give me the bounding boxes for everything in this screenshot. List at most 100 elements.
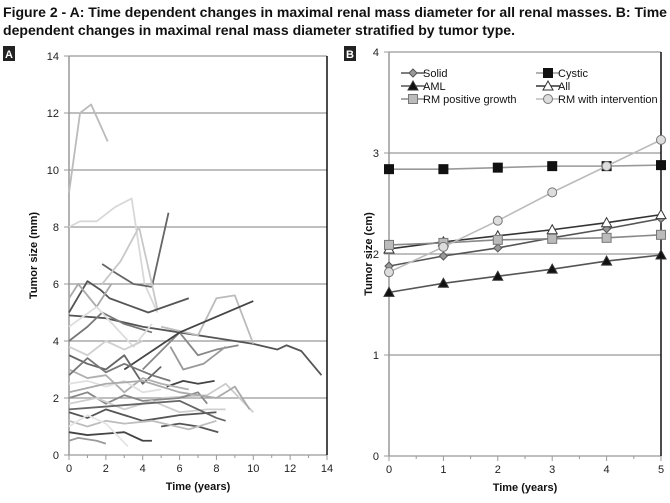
data-point (547, 233, 558, 244)
x-tick-label: 2 (103, 463, 109, 475)
data-point (438, 251, 449, 261)
data-point (600, 255, 613, 266)
panel-letter: A (5, 49, 13, 61)
data-point (492, 234, 503, 245)
x-axis-label: Time (years) (166, 481, 231, 493)
legend-marker (407, 79, 419, 91)
data-point (547, 187, 558, 198)
data-point (547, 161, 558, 172)
series-line-29 (68, 379, 251, 410)
series-line-26 (68, 357, 171, 382)
legend-label: Cystic (558, 68, 588, 80)
data-point (492, 215, 503, 226)
data-point (546, 223, 559, 235)
data-point (384, 164, 394, 175)
panel-a: A 0 2 4 6 8 10 12 14 0 2 4 6 8 10 12 14 Time (years) Tumor… (3, 46, 333, 493)
data-point (655, 248, 667, 260)
series-line-solid (388, 217, 662, 267)
legend-label: RM positive growth (423, 94, 517, 106)
data-point (438, 164, 449, 175)
y-axis-label: Tumor size (cm) (363, 212, 375, 296)
data-point (437, 277, 450, 288)
legend-item: All (536, 79, 570, 93)
series-line-15 (68, 305, 153, 348)
series-line-8 (123, 300, 254, 371)
y-tick-label: 2 (53, 393, 59, 405)
legend-label: AML (423, 81, 446, 93)
series-line-0 (68, 103, 109, 193)
x-tick-label: 0 (66, 463, 72, 475)
data-point (438, 241, 449, 252)
legend-label: Solid (423, 68, 447, 80)
series-line-9 (169, 345, 227, 371)
legend-item: AML (401, 79, 446, 93)
y-tick-label: 0 (373, 451, 379, 463)
x-tick-label: 6 (177, 463, 183, 475)
y-tick-label: 2 (373, 249, 379, 261)
series-line-13 (68, 283, 113, 308)
figure-title-line2: dependent changes in maximal renal mass … (3, 22, 515, 38)
series-line-7 (160, 294, 255, 345)
series-line-27 (68, 340, 144, 357)
series-line-22 (68, 419, 217, 431)
series-line-3 (101, 226, 159, 310)
legend-item: RM positive growth (401, 94, 517, 106)
series-line-17 (68, 368, 189, 394)
data-point (383, 286, 395, 297)
legend-item: RM with intervention (536, 94, 658, 106)
x-tick-label: 1 (440, 464, 446, 476)
data-point (384, 267, 394, 278)
legend-label: RM with intervention (558, 94, 658, 106)
series-line-24 (68, 436, 107, 445)
y-tick-label: 4 (53, 336, 59, 348)
y-tick-label: 1 (373, 350, 379, 362)
data-point (656, 160, 666, 171)
data-point (655, 208, 667, 220)
data-point (601, 232, 612, 243)
y-axis-label: Tumor size (mm) (28, 212, 40, 300)
y-tick-label: 12 (47, 108, 59, 120)
series-line-rm-positive-growth (388, 234, 662, 246)
legend-marker (542, 79, 554, 91)
x-tick-label: 12 (284, 463, 296, 475)
panel-letter-box (3, 46, 15, 61)
legend-item: Solid (401, 68, 447, 80)
y-tick-label: 14 (47, 51, 59, 63)
data-point (600, 216, 613, 228)
x-tick-label: 4 (140, 463, 146, 475)
series-line-6 (142, 331, 239, 371)
series-line-5 (68, 314, 323, 376)
panel-letter-box (344, 46, 356, 61)
series-line-cystic (389, 164, 662, 170)
x-tick-label: 2 (495, 464, 501, 476)
data-point (601, 161, 612, 172)
y-tick-label: 10 (47, 165, 59, 177)
series-line-21 (68, 408, 217, 422)
y-tick-label: 6 (53, 279, 59, 291)
y-tick-label: 3 (373, 148, 379, 160)
x-tick-label: 8 (213, 463, 219, 475)
y-tick-label: 4 (373, 47, 379, 59)
x-tick-label: 0 (386, 464, 392, 476)
legend-label: All (558, 81, 570, 93)
series-line-rm-with-intervention (388, 139, 662, 273)
series-line-28 (68, 399, 226, 422)
series-line-16 (68, 354, 162, 385)
legend-marker (408, 94, 418, 104)
panel-b: B 0 1 2 3 4 0 1 2 3 4 5 Time (years) Tumor size (cm) S… (344, 46, 667, 494)
x-tick-label: 3 (549, 464, 555, 476)
series-line-1 (68, 197, 159, 313)
series-line-19 (68, 391, 208, 405)
series-line-2 (101, 212, 170, 288)
series-line-10 (166, 379, 215, 388)
x-tick-label: 5 (658, 464, 664, 476)
data-point (656, 229, 666, 240)
data-point (492, 162, 503, 173)
series-line-4 (68, 280, 190, 314)
data-point (493, 243, 503, 253)
y-tick-label: 8 (53, 222, 59, 234)
x-tick-label: 10 (247, 463, 259, 475)
series-line-aml (388, 254, 662, 294)
data-point (384, 239, 394, 250)
